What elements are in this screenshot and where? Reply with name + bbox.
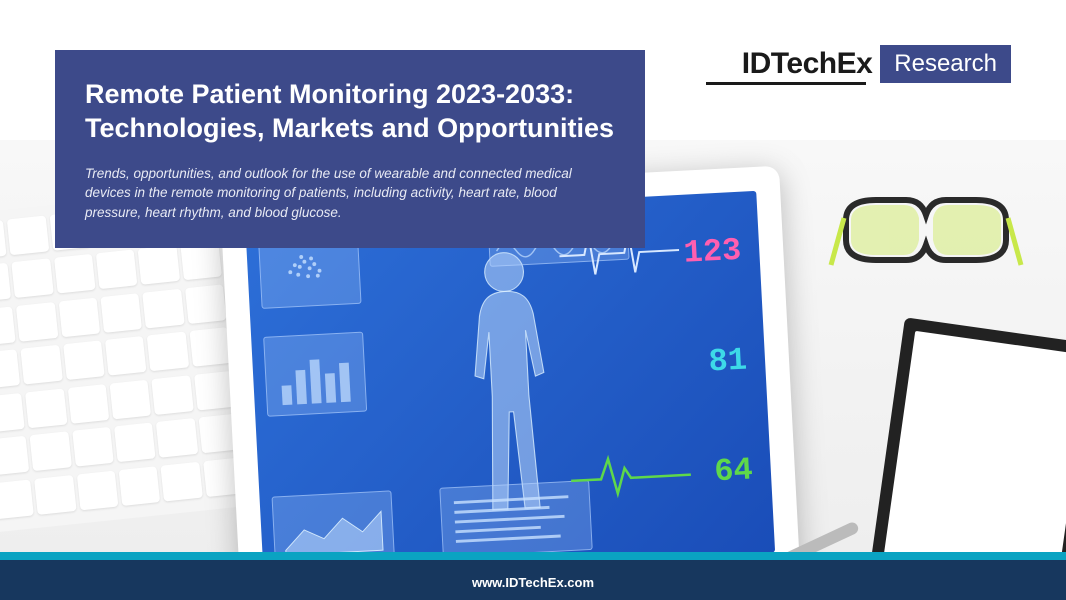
brand-name: IDTechEx bbox=[742, 47, 873, 81]
clipboard-prop bbox=[869, 317, 1066, 560]
safety-glasses-prop bbox=[826, 170, 1026, 290]
title-panel: Remote Patient Monitoring 2023-2033: Tec… bbox=[55, 50, 645, 248]
brand-underline bbox=[706, 82, 866, 85]
heartbeat-waveform-icon bbox=[570, 445, 692, 501]
vital-stat-1: 123 bbox=[683, 232, 742, 272]
brand-logo: IDTechEx Research bbox=[742, 45, 1011, 83]
footer-url: www.IDTechEx.com bbox=[0, 575, 1066, 590]
chart-panel-list bbox=[439, 480, 592, 558]
footer-accent-bar bbox=[0, 552, 1066, 560]
vital-stat-3: 64 bbox=[713, 451, 753, 490]
chart-panel-bars bbox=[263, 332, 367, 417]
chart-panel-area bbox=[272, 490, 395, 560]
vital-stat-2: 81 bbox=[708, 342, 748, 381]
report-title: Remote Patient Monitoring 2023-2033: Tec… bbox=[85, 78, 615, 146]
brand-tag: Research bbox=[880, 45, 1011, 83]
report-subtitle: Trends, opportunities, and outlook for t… bbox=[85, 164, 615, 223]
